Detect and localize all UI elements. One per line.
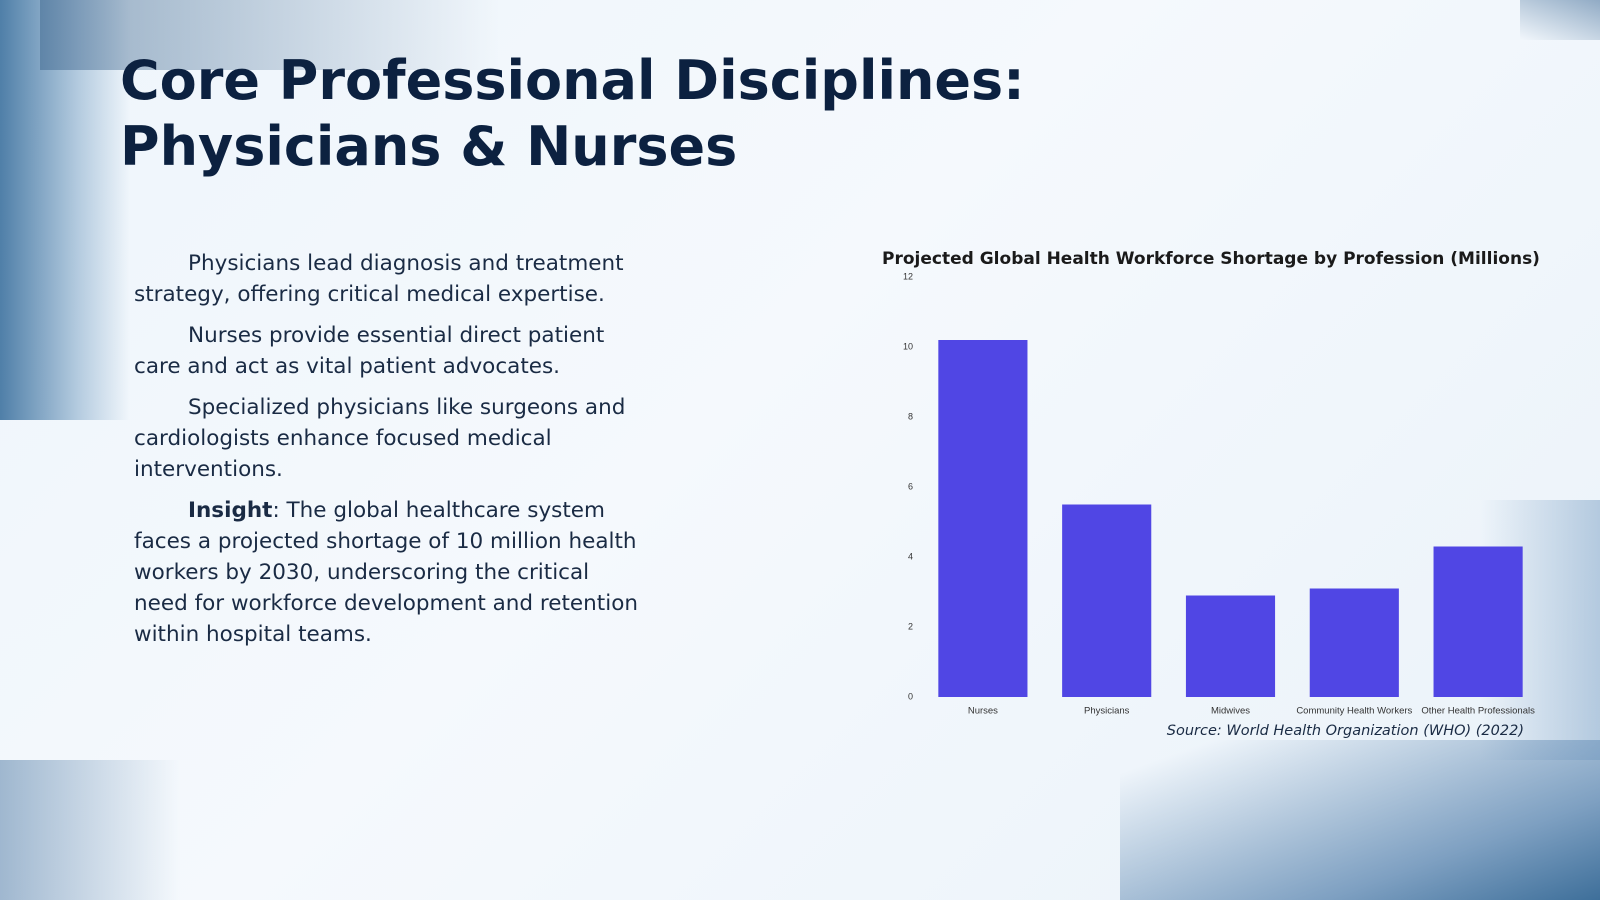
bar	[1185, 595, 1276, 697]
y-tick-label: 6	[908, 481, 913, 491]
paragraph: Specialized physicians like surgeons and…	[134, 395, 626, 482]
y-tick-label: 0	[908, 691, 913, 701]
bar	[1309, 588, 1399, 697]
y-tick-label: 8	[908, 411, 913, 421]
bar	[1433, 546, 1523, 697]
chart-source: Source: World Health Organization (WHO) …	[1167, 723, 1524, 739]
x-tick-label: Other Health Professionals	[1421, 706, 1535, 717]
paragraph: Nurses provide essential direct patient …	[134, 323, 605, 379]
y-tick-label: 10	[903, 341, 913, 351]
x-tick-label: Community Health Workers	[1296, 706, 1412, 717]
insight-paragraph: Insight: The global healthcare system fa…	[134, 495, 644, 650]
y-tick-label: 12	[903, 271, 913, 281]
body-text: Physicians lead diagnosis and treatment …	[134, 248, 644, 660]
bar	[1062, 504, 1152, 697]
chart-title: Projected Global Health Workforce Shorta…	[882, 249, 1540, 269]
paragraph: Physicians lead diagnosis and treatment …	[134, 251, 624, 307]
x-tick-label: Nurses	[968, 706, 998, 717]
y-tick-label: 4	[908, 551, 913, 561]
slide-title: Core Professional Disciplines: Physician…	[120, 49, 1025, 178]
x-tick-label: Physicians	[1084, 706, 1130, 717]
insight-text: : The global healthcare system faces a p…	[134, 498, 638, 647]
y-tick-label: 2	[908, 621, 913, 631]
x-tick-label: Midwives	[1211, 706, 1250, 717]
insight-label: Insight	[188, 498, 273, 523]
bar	[938, 340, 1028, 697]
